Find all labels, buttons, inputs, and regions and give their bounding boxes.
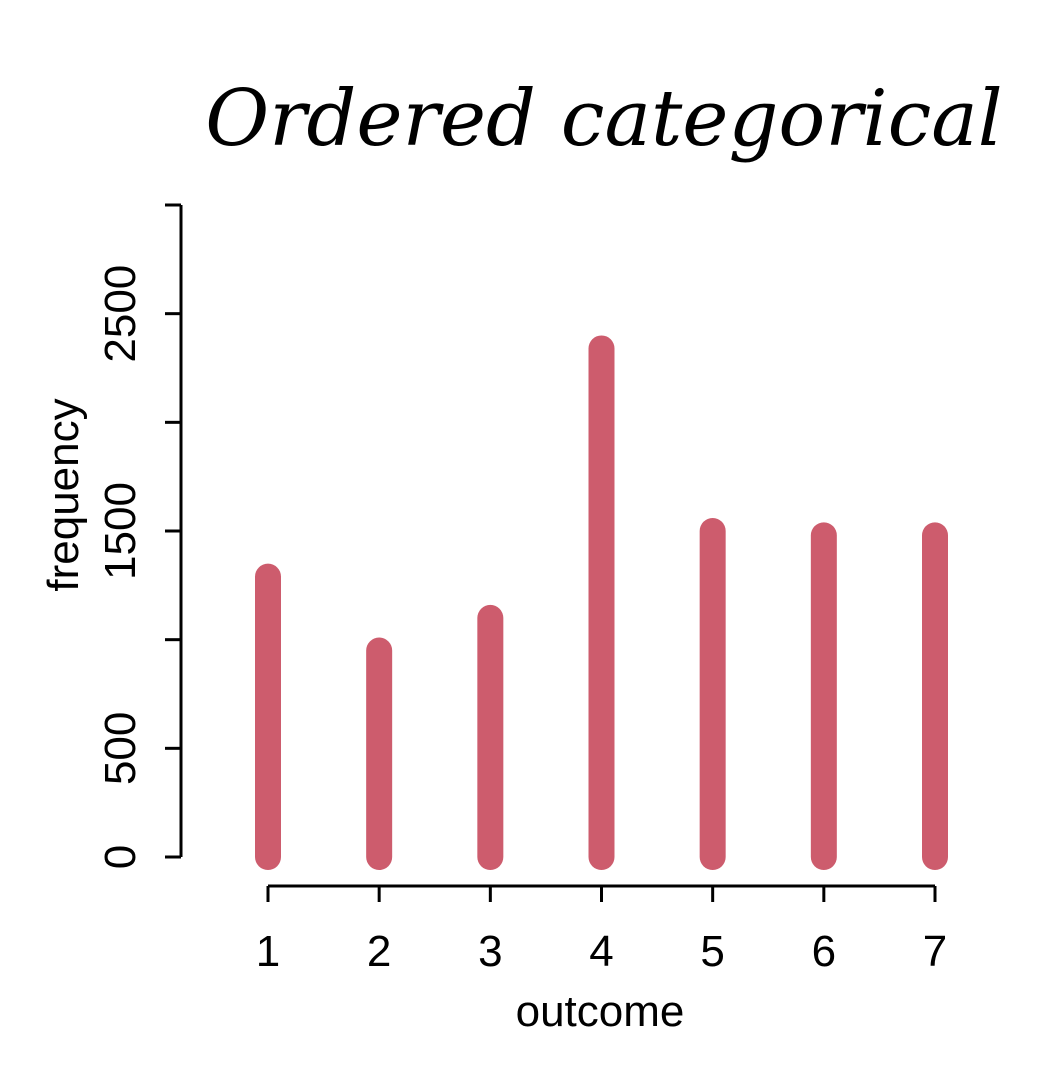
x-axis-label: outcome — [516, 987, 685, 1036]
x-tick-label: 5 — [700, 927, 724, 976]
y-tick-label: 500 — [96, 712, 145, 785]
x-tick-label: 6 — [812, 927, 836, 976]
chart-title: Ordered categorical — [205, 74, 1002, 164]
x-tick-label: 3 — [478, 927, 502, 976]
x-tick-label: 4 — [589, 927, 613, 976]
x-axis: 1 2 3 4 5 6 7 — [256, 884, 947, 976]
y-axis: 0 500 1500 2500 — [96, 203, 183, 869]
y-tick-label: 1500 — [96, 482, 145, 580]
x-tick-label: 1 — [256, 927, 280, 976]
x-tick-label: 7 — [923, 927, 947, 976]
bars — [255, 335, 948, 870]
y-tick-label: 2500 — [96, 265, 145, 363]
y-axis-label: frequency — [39, 398, 88, 591]
y-tick-label: 0 — [96, 845, 145, 869]
x-tick-label: 2 — [367, 927, 391, 976]
